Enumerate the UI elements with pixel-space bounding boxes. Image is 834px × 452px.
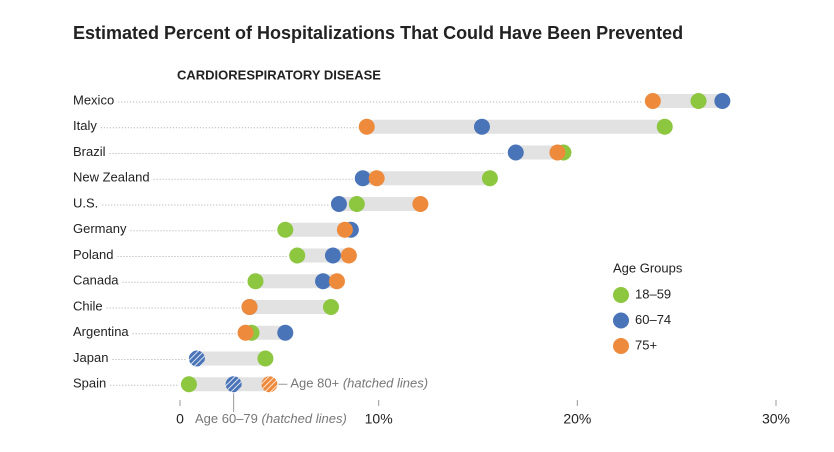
- legend-label: 60–74: [635, 312, 671, 327]
- annotation: Age 80+ (hatched lines): [290, 376, 428, 391]
- dot: [225, 376, 242, 393]
- dot: [340, 247, 357, 264]
- dot: [324, 247, 341, 264]
- chart-subtitle: CARDIORESPIRATORY DISEASE: [177, 67, 381, 82]
- category-label: Argentina: [73, 324, 129, 339]
- dot: [358, 118, 375, 135]
- dot: [315, 273, 332, 290]
- x-tick-label: 30%: [762, 411, 790, 427]
- category-label: Chile: [73, 298, 103, 313]
- annotation-note: (hatched lines): [262, 411, 347, 426]
- dot: [277, 221, 294, 238]
- category-label: Spain: [73, 376, 106, 391]
- range-bar: [285, 222, 351, 237]
- range-bar: [196, 351, 266, 366]
- category-label: New Zealand: [73, 170, 150, 185]
- annotation-note: (hatched lines): [343, 376, 428, 391]
- legend-label: 75+: [635, 337, 657, 352]
- chart-title: Estimated Percent of Hospitalizations Th…: [73, 23, 683, 43]
- legend-title: Age Groups: [613, 260, 683, 275]
- dot: [656, 118, 673, 135]
- dot: [549, 144, 566, 161]
- dot: [241, 299, 258, 315]
- dot: [354, 170, 371, 187]
- range-bar: [652, 94, 723, 108]
- category-label: Italy: [73, 118, 97, 133]
- dot: [277, 324, 294, 341]
- dot: [644, 93, 661, 109]
- range-bar: [366, 119, 665, 134]
- dot: [261, 376, 278, 393]
- category-label: Germany: [73, 221, 127, 236]
- legend-marker: [613, 338, 629, 354]
- x-tick-label: 20%: [563, 411, 591, 427]
- dot: [473, 118, 490, 135]
- annotation-text: Age 80+: [290, 376, 339, 391]
- dot: [330, 196, 347, 212]
- dot: [188, 350, 205, 367]
- annotation: Age 60–79 (hatched lines): [195, 411, 347, 426]
- category-label: Mexico: [73, 92, 114, 107]
- dot: [507, 144, 524, 161]
- legend-marker: [613, 312, 629, 329]
- dot: [328, 273, 345, 290]
- dot: [289, 247, 306, 264]
- category-label: U.S.: [73, 195, 98, 210]
- dot: [714, 93, 731, 109]
- category-label: Poland: [73, 247, 113, 262]
- category-label: Canada: [73, 273, 119, 288]
- dot: [237, 324, 254, 341]
- legend-marker: [613, 287, 629, 303]
- legend-label: 18–59: [635, 286, 671, 301]
- range-bar: [362, 171, 490, 186]
- dot: [322, 299, 339, 315]
- x-tick-label: 10%: [365, 411, 393, 427]
- category-label: Japan: [73, 350, 108, 365]
- dot: [180, 376, 197, 393]
- dot: [348, 196, 365, 212]
- range-bar: [249, 300, 331, 314]
- annotation-text: Age 60–79: [195, 411, 258, 426]
- dot: [690, 93, 707, 109]
- dot: [257, 350, 274, 367]
- dot: [412, 196, 429, 212]
- category-label: Brazil: [73, 144, 106, 159]
- dot: [368, 170, 385, 187]
- dot: [247, 273, 264, 290]
- dot: [336, 221, 353, 238]
- dot: [481, 170, 498, 187]
- x-tick-label: 0: [176, 411, 184, 427]
